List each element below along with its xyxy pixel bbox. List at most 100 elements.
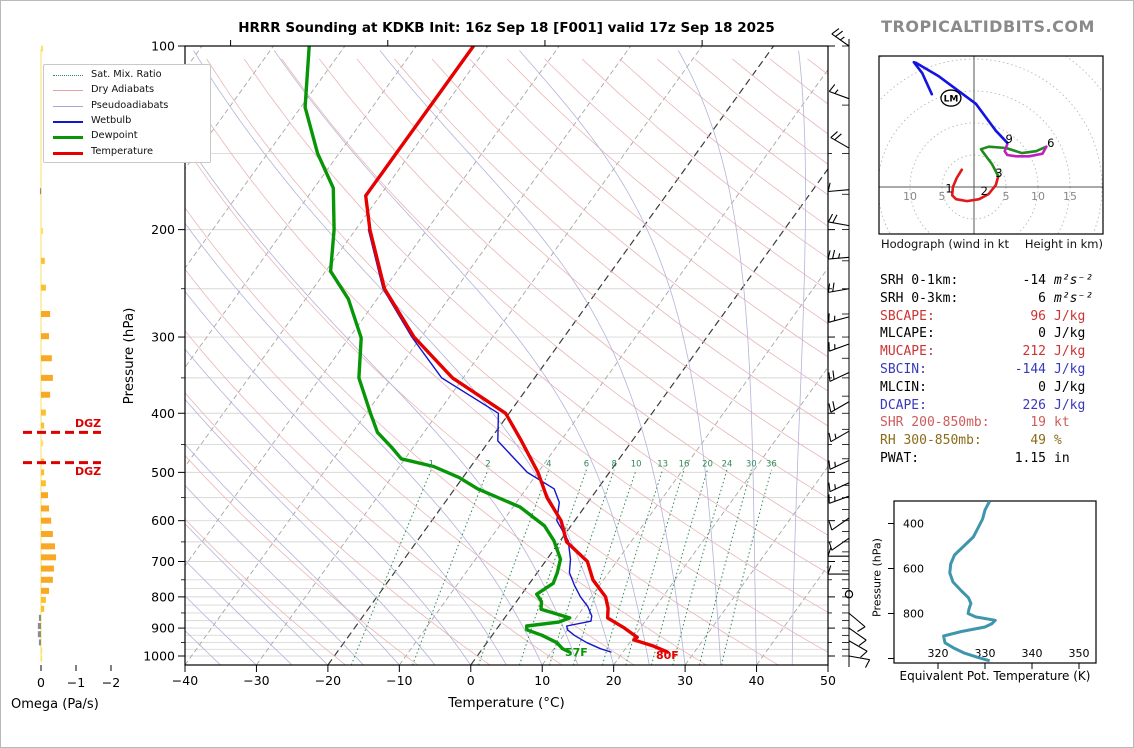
temperature-tick-label: 30: [677, 673, 693, 688]
omega-bar: [41, 655, 43, 662]
barb-shaft: [828, 316, 850, 323]
dry-adiabat-line: [356, 58, 828, 463]
temperature-tick-label: −10: [386, 673, 412, 688]
omega-bar: [41, 605, 45, 612]
dgz-label-lower: DGZ: [75, 465, 102, 478]
hodograph-height-label: 3: [995, 166, 1002, 180]
stat-label: SBCIN:: [880, 362, 927, 377]
hodograph-height-label: 6: [1047, 136, 1054, 150]
barb-full: [828, 84, 836, 92]
dry-adiabat-line: [394, 58, 828, 427]
legend-label: Dry Adiabats: [91, 84, 155, 96]
legend-item: Pseudoadiabats: [44, 99, 210, 114]
stat-row: SBCIN: -144 J/kg: [878, 362, 1113, 379]
stat-label: MLCAPE:: [880, 326, 935, 342]
hodograph-height-label: 1: [945, 181, 952, 195]
left-mover-marker: [940, 89, 962, 107]
mixing-ratio-line: [573, 469, 637, 665]
hodograph-trace-0-3km: [950, 168, 1000, 203]
omega-bar: [41, 469, 45, 476]
barb-full: [835, 30, 844, 37]
omega-tick-label: −1: [67, 675, 85, 690]
hodograph-tick-label: 5: [939, 190, 946, 203]
omega-axis-title: Omega (Pa/s): [11, 697, 99, 712]
barb-shaft: [848, 655, 870, 661]
stat-value: 212: [1022, 344, 1046, 360]
dry-adiabat-line: [185, 392, 491, 665]
pseudoadiabat-line: [273, 50, 650, 665]
legend-swatch-dry-adiabats: [53, 90, 83, 92]
barb-full: [832, 249, 836, 259]
legend-label: Temperature: [91, 145, 154, 157]
stat-row: MLCIN: 0 J/kg: [878, 380, 1113, 397]
omega-tick-label: 0: [37, 675, 45, 690]
thetae-curve: [942, 501, 997, 663]
stat-label: RH 300-850mb:: [880, 433, 982, 449]
mixing-ratio-label: 24: [722, 460, 733, 470]
dry-adiabat-line: [506, 58, 828, 324]
barb-shaft: [829, 459, 850, 470]
stat-value: -14: [1022, 273, 1046, 288]
mixing-ratio-line: [698, 469, 752, 665]
pseudoadiabat-line: [185, 290, 507, 665]
hodograph-plot: 10 5 5 10 15 1 23 6 9 LM: [879, 56, 1103, 234]
mixing-ratio-label: 16: [679, 460, 690, 470]
legend-label: Wetbulb: [91, 114, 132, 126]
omega-bar: [41, 391, 51, 398]
surface-temperature-label: 80F: [656, 649, 679, 662]
omega-bar: [41, 647, 43, 654]
stat-unit: in: [1054, 451, 1070, 466]
thetae-axis-title: Equivalent Pot. Temperature (K): [899, 669, 1091, 683]
hodograph-tick-label: 5: [1003, 190, 1010, 203]
dry-adiabat-line: [185, 454, 419, 665]
barb-shaft: [830, 401, 850, 413]
omega-bar: [41, 480, 46, 487]
omega-bar: [41, 576, 53, 583]
temperature-curve: [364, 46, 669, 654]
stat-unit: kt: [1054, 415, 1070, 431]
pressure-tick-label: 100: [151, 39, 175, 54]
mixing-ratio-label: 10: [631, 460, 642, 470]
pressure-tick-label: 300: [151, 330, 175, 345]
hodograph-trace-3-6km: [979, 145, 1048, 178]
dry-adiabat-line: [185, 207, 707, 665]
stat-unit: J/kg: [1054, 397, 1086, 413]
barb-shaft: [830, 430, 850, 443]
barb-shaft: [829, 482, 850, 493]
legend-label: Dewpoint: [91, 130, 138, 142]
thetae-x-tick-label: 320: [928, 647, 949, 660]
stat-unit: J/kg: [1054, 326, 1086, 342]
barb-shaft: [829, 90, 850, 100]
pressure-tick-label: 600: [151, 513, 175, 528]
stat-row: SRH 0-3km: 6 m²s⁻²: [878, 291, 1113, 308]
barb-full: [828, 521, 833, 531]
mixing-ratio-label: 36: [766, 460, 777, 470]
pseudoadiabat-line: [379, 50, 686, 665]
stat-value: 0: [1038, 379, 1046, 395]
barb-shaft: [828, 189, 850, 193]
stat-unit: J/kg: [1054, 362, 1086, 377]
barb-full: [830, 131, 838, 138]
pseudoadiabat-line: [185, 443, 400, 665]
omega-bar: [37, 623, 41, 630]
barb-full: [831, 28, 840, 35]
hodograph-panel: 10 5 5 10 15 1 23 6 9 LM: [878, 55, 1104, 235]
barb-shaft: [831, 517, 850, 531]
barb-full: [828, 372, 831, 382]
hodograph-border: [878, 55, 1104, 235]
pseudoadiabat-line: [185, 348, 472, 665]
stat-row: DCAPE: 226 J/kg: [878, 398, 1113, 415]
legend-swatch-dewpoint: [53, 136, 83, 140]
barb-full: [828, 460, 831, 470]
barb-shaft: [831, 537, 850, 551]
legend-item: Wetbulb: [44, 114, 210, 129]
barb-shaft: [848, 640, 868, 652]
omega-bar: [41, 374, 53, 381]
stat-row: SRH 0-1km: -14 m²s⁻²: [878, 273, 1113, 290]
stat-row: SBCAPE: 96 J/kg: [878, 309, 1113, 326]
omega-bar: [41, 355, 52, 362]
omega-bar: [41, 554, 57, 561]
